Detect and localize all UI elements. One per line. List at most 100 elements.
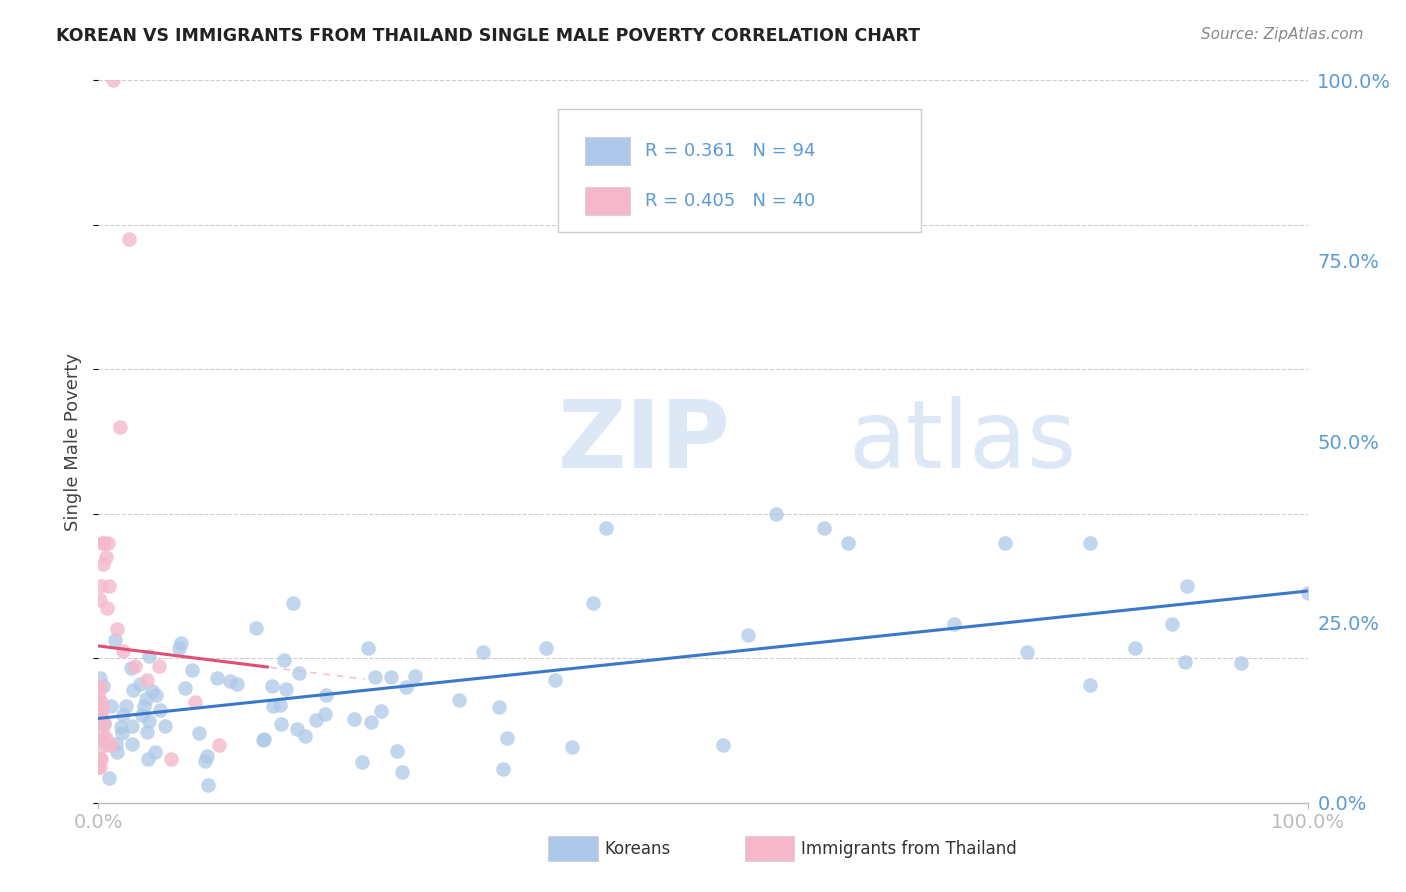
Bar [585, 137, 630, 165]
Point [97, 535, 120, 549]
Point [194, 755, 217, 769]
Point [90, 709, 112, 723]
Text: Koreans: Koreans [605, 840, 671, 858]
Point [285, 722, 308, 736]
Point [582, 596, 605, 610]
Point [488, 700, 510, 714]
Point [129, 677, 152, 691]
Point [89, 760, 111, 774]
Point [837, 535, 859, 549]
Point [180, 663, 202, 677]
Point [370, 704, 392, 718]
Point [404, 669, 426, 683]
Text: Immigrants from Thailand: Immigrants from Thailand [801, 840, 1017, 858]
Point [270, 717, 292, 731]
Point [219, 674, 242, 689]
Point [145, 689, 167, 703]
Text: R = 0.361   N = 94: R = 0.361 N = 94 [645, 142, 815, 160]
Point [89, 752, 111, 766]
Point [1015, 645, 1038, 659]
Point [561, 739, 583, 754]
Point [118, 232, 141, 246]
Point [89, 671, 111, 685]
Point [765, 507, 787, 521]
Point [105, 623, 128, 637]
Point [124, 658, 146, 673]
Point [385, 744, 408, 758]
Point [138, 648, 160, 663]
Point [269, 698, 291, 713]
Point [288, 665, 311, 680]
Point [245, 621, 267, 635]
Point [273, 653, 295, 667]
Point [104, 633, 127, 648]
Point [90, 752, 112, 766]
Point [87, 680, 110, 694]
Point [544, 673, 567, 687]
Point [138, 714, 160, 728]
Point [188, 726, 211, 740]
Point [104, 737, 127, 751]
Point [1174, 655, 1197, 669]
Point [96, 600, 118, 615]
Point [93, 535, 115, 549]
Point [100, 699, 122, 714]
Point [274, 682, 297, 697]
Point [208, 738, 231, 752]
Point [205, 671, 228, 685]
Point [380, 670, 402, 684]
Point [262, 698, 284, 713]
Point [91, 535, 114, 549]
Point [184, 695, 207, 709]
Point [135, 673, 157, 687]
Point [87, 687, 110, 701]
Point [121, 737, 143, 751]
Point [93, 734, 115, 748]
Point [737, 628, 759, 642]
Point [93, 679, 115, 693]
Point [131, 708, 153, 723]
Text: ZIP: ZIP [558, 395, 731, 488]
Point [360, 714, 382, 729]
Point [170, 636, 193, 650]
Point [112, 707, 135, 722]
Point [136, 725, 159, 739]
Point [195, 749, 218, 764]
Point [94, 731, 117, 745]
Point [90, 579, 112, 593]
Point [91, 702, 114, 716]
Point [1080, 678, 1102, 692]
Point [153, 719, 176, 733]
Bar [585, 187, 630, 215]
Point [1175, 579, 1198, 593]
Point [89, 695, 111, 709]
Point [1230, 656, 1253, 670]
Point [94, 550, 117, 565]
Point [357, 640, 380, 655]
Point [90, 702, 112, 716]
Point [472, 645, 495, 659]
Text: Source: ZipAtlas.com: Source: ZipAtlas.com [1201, 27, 1364, 42]
Point [492, 762, 515, 776]
FancyBboxPatch shape [558, 109, 921, 232]
Point [89, 680, 111, 694]
Point [252, 731, 274, 746]
Point [111, 644, 134, 658]
Point [114, 699, 136, 714]
Point [711, 739, 734, 753]
Point [91, 731, 114, 745]
Point [93, 717, 115, 731]
Point [89, 709, 111, 723]
Point [281, 596, 304, 610]
Point [294, 729, 316, 743]
Point [121, 661, 143, 675]
Point [315, 688, 337, 702]
Point [1161, 617, 1184, 632]
Point [536, 641, 558, 656]
Point [97, 738, 120, 752]
Point [87, 760, 110, 774]
Point [97, 771, 120, 785]
Point [122, 682, 145, 697]
Point [134, 698, 156, 713]
Point [262, 679, 284, 693]
